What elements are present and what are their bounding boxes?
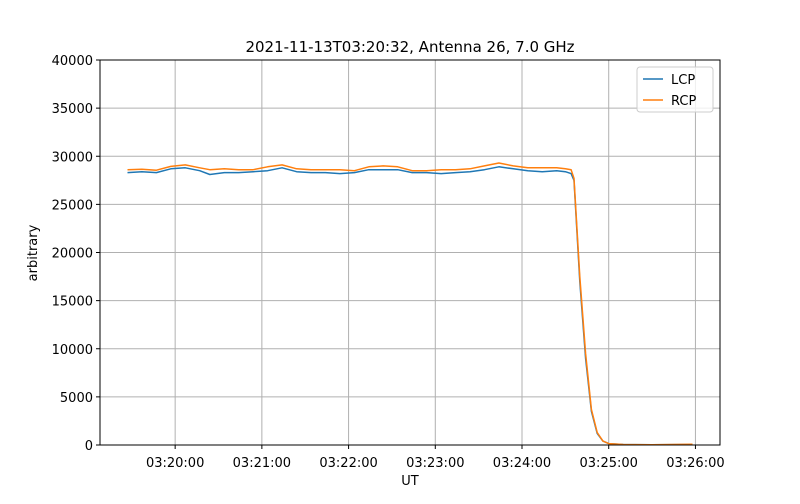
y-tick-label: 15000 — [52, 295, 93, 310]
x-tick-label: 03:25:00 — [580, 456, 638, 471]
series-line-rcp — [127, 162, 693, 446]
y-tick-label: 30000 — [52, 150, 93, 165]
x-tick-label: 03:21:00 — [233, 456, 291, 471]
x-tick-label: 03:26:00 — [666, 456, 724, 471]
y-tick-label: 5000 — [60, 391, 93, 406]
y-tick-label: 40000 — [52, 54, 93, 69]
grid — [100, 59, 720, 446]
series-line-lcp — [127, 166, 693, 446]
chart-title: 2021-11-13T03:20:32, Antenna 26, 7.0 GHz — [245, 38, 574, 56]
legend-label-lcp: LCP — [671, 73, 695, 88]
y-tick-label: 20000 — [52, 247, 93, 262]
x-tick-label: 03:20:00 — [146, 456, 204, 471]
y-axis-ticks: 0 5000 10000 15000 20000 25000 30000 35000 40000 — [52, 54, 100, 454]
y-tick-label: 0 — [85, 439, 93, 454]
legend: LCP RCP — [636, 66, 714, 113]
legend-label-rcp: RCP — [671, 94, 696, 109]
y-axis-label: arbitrary — [26, 224, 41, 281]
y-tick-label: 10000 — [52, 343, 93, 358]
y-tick-label: 25000 — [52, 198, 93, 213]
x-tick-label: 03:22:00 — [319, 456, 377, 471]
x-tick-label: 03:24:00 — [493, 456, 551, 471]
x-axis-ticks: 03:20:00 03:21:00 03:22:00 03:23:00 03:24:00… — [146, 445, 725, 471]
y-tick-label: 35000 — [52, 102, 93, 117]
series-lines — [127, 162, 693, 446]
x-axis-label: UT — [401, 474, 419, 489]
x-tick-label: 03:23:00 — [406, 456, 464, 471]
